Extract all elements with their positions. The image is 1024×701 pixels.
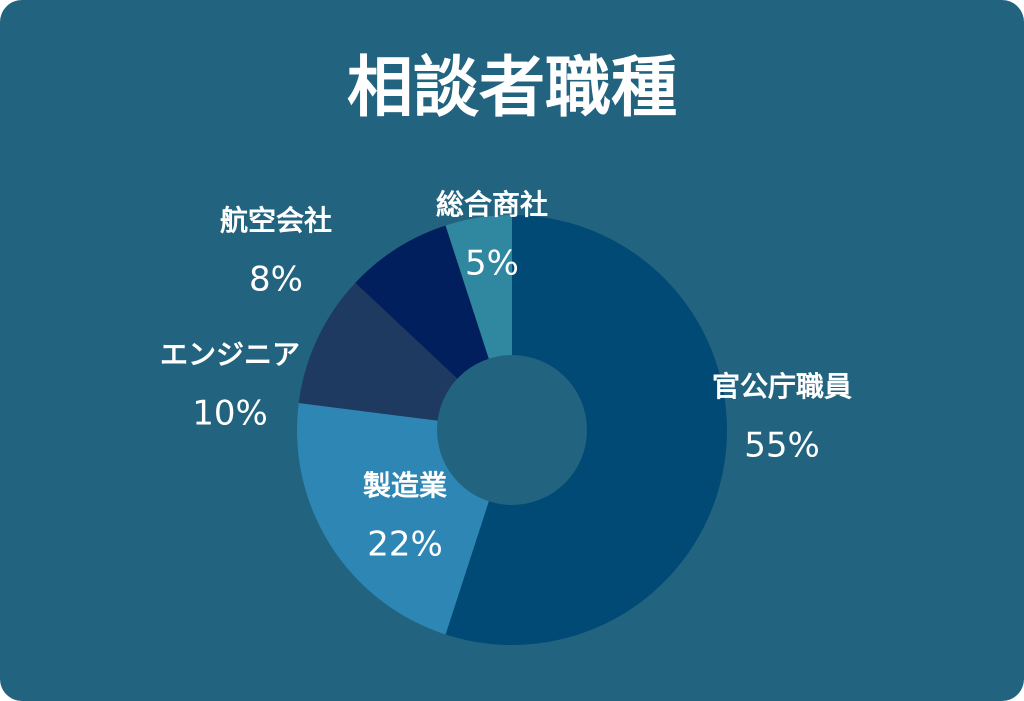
slice-label: 総合商社 xyxy=(436,188,548,221)
slice-label: 航空会社 xyxy=(220,204,332,237)
slice-value-label: 55% xyxy=(744,426,820,466)
slice-value-label: 8% xyxy=(249,260,303,300)
donut-hole xyxy=(437,355,587,505)
slice-label: 官公庁職員 xyxy=(712,370,852,403)
slice-label: 製造業 xyxy=(363,469,447,502)
slice-value-label: 22% xyxy=(367,525,443,565)
slice-label: エンジニア xyxy=(160,338,300,371)
slice-value-label: 10% xyxy=(192,394,268,434)
chart-title: 相談者職種 xyxy=(347,49,677,126)
slice-value-label: 5% xyxy=(465,244,519,284)
